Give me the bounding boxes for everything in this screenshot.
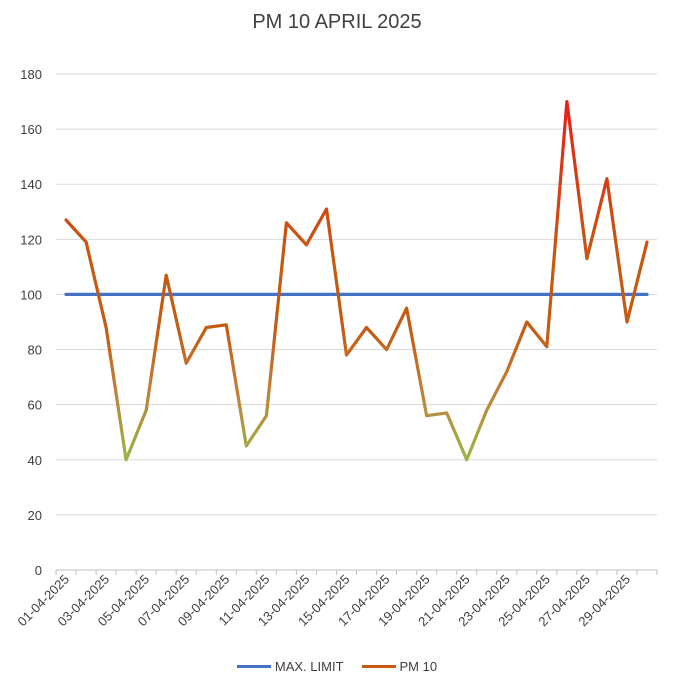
legend-label-max-limit: MAX. LIMIT <box>274 659 344 674</box>
grid <box>56 73 657 571</box>
legend-swatch-max-limit <box>236 665 271 668</box>
y-tick-label: 0 <box>35 563 42 578</box>
x-axis-ticks: 01-04-202503-04-202505-04-202507-04-2025… <box>15 570 658 629</box>
y-tick-label: 60 <box>28 398 42 413</box>
y-tick-label: 160 <box>20 122 42 137</box>
legend-label-pm10: PM 10 <box>399 659 438 674</box>
y-tick-label: 180 <box>20 67 42 82</box>
legend-item-max-limit: MAX. LIMIT <box>236 659 344 674</box>
y-axis-ticks: 0 20 40 60 80 100 120 140 160 180 <box>20 67 42 578</box>
y-tick-label: 120 <box>20 232 42 247</box>
series-line-pm-10 <box>64 99 649 462</box>
y-tick-label: 140 <box>20 177 42 192</box>
y-tick-label: 80 <box>28 343 42 358</box>
y-tick-label: 20 <box>28 508 42 523</box>
y-tick-label: 40 <box>28 453 42 468</box>
series-lines <box>64 99 649 462</box>
y-tick-label: 100 <box>20 287 42 302</box>
legend-swatch-pm10 <box>361 665 396 668</box>
legend: MAX. LIMIT PM 10 <box>0 659 674 674</box>
chart-title: PM 10 APRIL 2025 <box>252 11 422 33</box>
legend-item-pm10: PM 10 <box>361 659 438 674</box>
